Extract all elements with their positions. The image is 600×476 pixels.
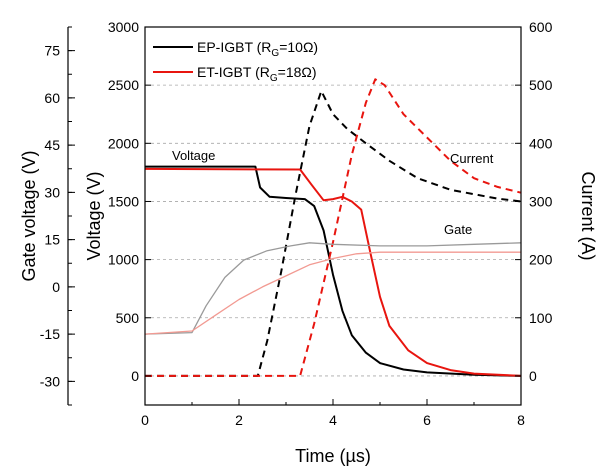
current-tick-label: 600 — [529, 19, 553, 35]
x-tick-label: 0 — [141, 412, 149, 428]
gate-tick-label: 0 — [52, 279, 60, 295]
current-tick-label: 400 — [529, 135, 553, 151]
legend-entry-et: ET-IGBT (RG=18Ω) — [153, 64, 317, 84]
current-tick-label: 500 — [529, 77, 553, 93]
voltage-tick-label: 500 — [116, 310, 140, 326]
legend-label-et: ET-IGBT (RG=18Ω) — [197, 64, 317, 84]
series-et-igbt-voltage — [144, 167, 522, 377]
gate-tick-label: 60 — [44, 90, 60, 106]
current-tick-label: 0 — [529, 368, 537, 384]
voltage-tick-label: 1000 — [108, 252, 139, 268]
voltage-tick-label: 2500 — [108, 77, 139, 93]
voltage-tick-label: 1500 — [108, 193, 139, 209]
gate-tick-label: -15 — [40, 326, 60, 342]
legend-label-ep: EP-IGBT (RG=10Ω) — [197, 39, 318, 59]
plot-frame — [144, 26, 522, 406]
x-tick-label: 2 — [235, 412, 243, 428]
axis-ticks: 0500100015002000250030000100200300400500… — [40, 19, 553, 428]
x-tick-label: 4 — [329, 412, 337, 428]
x-axis-label: Time (µs) — [295, 446, 371, 466]
annotation-voltage: Voltage — [172, 148, 215, 163]
voltage-tick-label: 3000 — [108, 19, 139, 35]
current-axis-label: Current (A) — [578, 171, 598, 260]
annotation-gate: Gate — [444, 222, 472, 237]
gate-axis-label: Gate voltage (V) — [19, 150, 39, 281]
current-tick-label: 300 — [529, 193, 553, 209]
voltage-tick-label: 2000 — [108, 135, 139, 151]
series-et-igbt-gate — [144, 251, 521, 335]
gate-tick-label: -30 — [40, 373, 60, 389]
gate-tick-label: 75 — [44, 43, 60, 59]
current-tick-label: 100 — [529, 310, 553, 326]
x-tick-label: 8 — [517, 412, 525, 428]
gate-tick-label: 15 — [44, 232, 60, 248]
current-tick-label: 200 — [529, 252, 553, 268]
gate-tick-label: 30 — [44, 184, 60, 200]
x-tick-label: 6 — [423, 412, 431, 428]
voltage-tick-label: 0 — [131, 368, 139, 384]
legend-entry-ep: EP-IGBT (RG=10Ω) — [153, 39, 318, 59]
gate-tick-label: 45 — [44, 137, 60, 153]
voltage-axis-label: Voltage (V) — [84, 171, 104, 260]
series-ep-igbt-voltage — [145, 165, 522, 377]
annotation-current: Current — [450, 151, 494, 166]
series-ep-igbt-gate — [144, 242, 522, 335]
legend: EP-IGBT (RG=10Ω) ET-IGBT (RG=18Ω) — [153, 39, 318, 84]
gridlines — [145, 84, 521, 377]
series-ep-igbt-current — [145, 90, 522, 377]
plot-series — [144, 78, 522, 377]
